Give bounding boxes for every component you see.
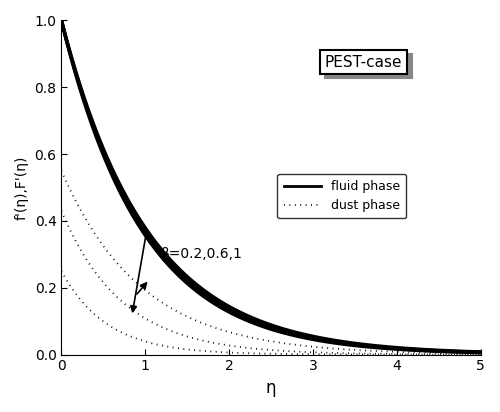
X-axis label: η: η: [266, 379, 276, 397]
Text: PEST-case: PEST-case: [330, 59, 407, 74]
Y-axis label: f'(η),F'(η): f'(η),F'(η): [15, 155, 29, 220]
Legend: fluid phase, dust phase: fluid phase, dust phase: [278, 174, 406, 218]
Text: β=0.2,0.6,1: β=0.2,0.6,1: [160, 247, 242, 261]
Text: PEST-case: PEST-case: [324, 55, 402, 70]
